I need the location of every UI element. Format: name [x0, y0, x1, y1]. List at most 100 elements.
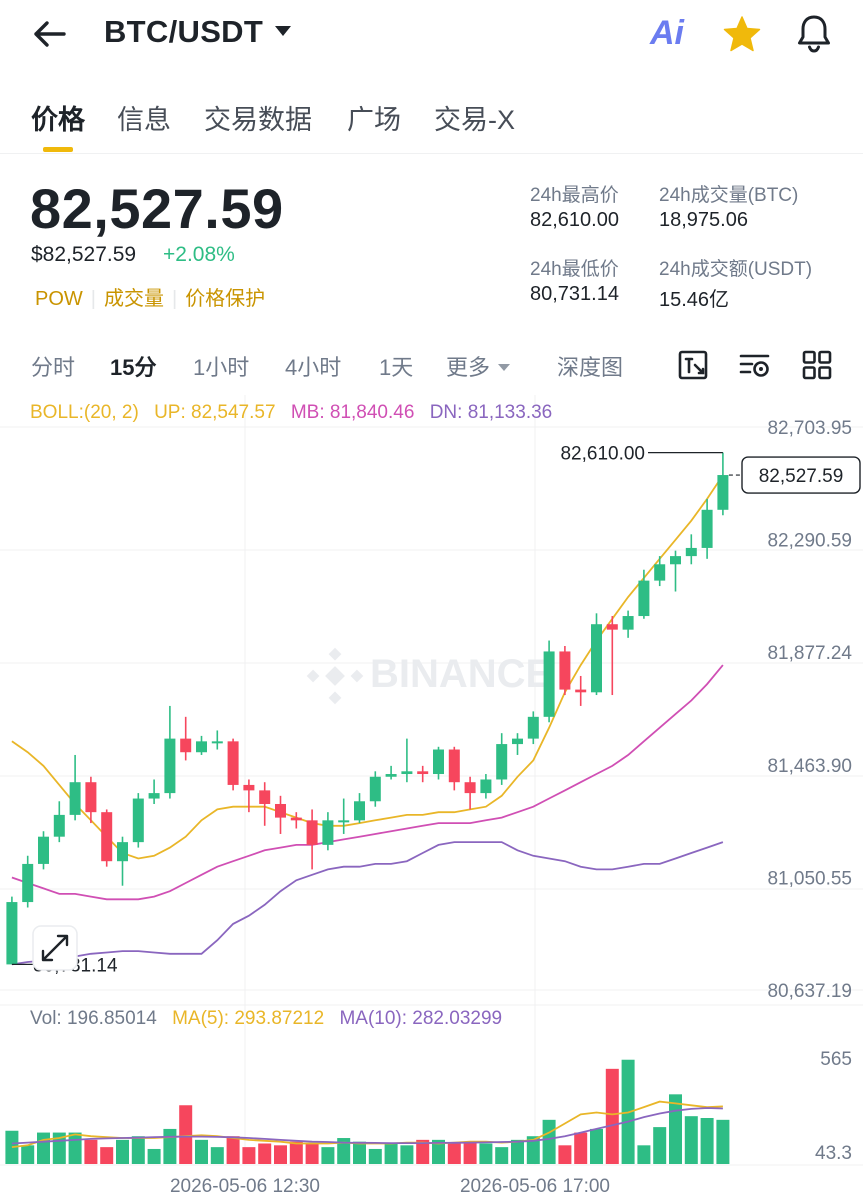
favorite-button[interactable] — [722, 14, 762, 54]
main-tabs: 价格 信息 交易数据 广场 交易-X — [0, 90, 863, 154]
candle-body — [448, 749, 460, 783]
y-axis-labels: 82,703.95 82,290.59 81,877.24 81,463.90 81,0… — [767, 418, 852, 1002]
volume-bar — [242, 1147, 256, 1164]
volume-bar — [684, 1116, 698, 1164]
tag-volume[interactable]: 成交量 — [103, 288, 164, 310]
volume-bar — [100, 1147, 114, 1164]
interval-1h[interactable]: 1小时 — [193, 355, 250, 380]
expand-chart-button[interactable] — [32, 925, 78, 971]
depth-chart-tab[interactable]: 深度图 — [557, 355, 624, 380]
y-tick-label: 81,050.55 — [767, 868, 852, 889]
interval-timeline[interactable]: 分时 — [31, 355, 76, 380]
interval-bar: 分时 15分 1小时 4小时 1天 更多 深度图 — [0, 340, 863, 390]
y-tick-label: 81,463.90 — [767, 756, 852, 777]
volume-bar — [21, 1145, 35, 1164]
volume-bar — [179, 1105, 193, 1164]
interval-more[interactable]: 更多 — [446, 350, 511, 382]
usd-price: $82,527.59 — [31, 243, 137, 266]
volume-value: Vol: 196.85014 — [30, 1008, 157, 1029]
interval-4h[interactable]: 4小时 — [285, 355, 342, 380]
volume-bar — [605, 1068, 619, 1164]
candle-body — [6, 902, 18, 965]
y-tick-label: 80,637.19 — [767, 981, 852, 1002]
pair-selector[interactable]: BTC/USDT — [104, 14, 292, 50]
price-change: +2.08% — [163, 243, 235, 266]
layout-grid-button[interactable] — [800, 348, 834, 382]
tab-trade-x[interactable]: 交易-X — [434, 105, 515, 135]
kline-chart[interactable]: BINANCE 82,703.95 82,290.59 81,877.24 81,46… — [0, 395, 863, 1200]
boll-dn-value: DN: 81,133.36 — [429, 402, 553, 423]
candle-body — [369, 776, 381, 802]
ma10-line — [11, 1107, 723, 1145]
stat-high-value: 82,610.00 — [530, 209, 619, 231]
candle-body — [164, 738, 176, 794]
volume-bar — [68, 1132, 82, 1164]
volume-bar — [653, 1127, 667, 1164]
volume-bar — [289, 1141, 303, 1164]
candle-body — [101, 812, 113, 862]
candle-body — [338, 820, 350, 823]
bell-icon — [798, 15, 830, 53]
candle-body — [701, 509, 713, 548]
tab-square[interactable]: 广场 — [347, 105, 401, 135]
y-tick-label: 81,877.24 — [767, 643, 852, 664]
tag-price-protection[interactable]: 价格保护 — [185, 288, 266, 310]
volume-bar — [384, 1143, 398, 1164]
x-tick-label: 2026-05-06 17:00 — [460, 1176, 610, 1197]
last-price-box — [741, 456, 861, 494]
candle-body — [512, 738, 523, 745]
pair-label: BTC/USDT — [104, 14, 264, 49]
candle-body — [306, 820, 318, 845]
stat-vol-btc-label: 24h成交量(BTC) — [659, 185, 799, 206]
candle-body — [385, 774, 397, 777]
candle-body — [543, 651, 555, 717]
tab-info[interactable]: 信息 — [117, 105, 171, 135]
candle-body — [654, 564, 666, 581]
volume-bar — [700, 1118, 714, 1164]
boll-mb-value: MB: 81,840.46 — [290, 402, 415, 423]
stat-high-label: 24h最高价 — [530, 185, 619, 206]
tab-price[interactable]: 价格 — [31, 105, 85, 135]
tab-trading-data[interactable]: 交易数据 — [204, 105, 312, 135]
volume-bars — [5, 1059, 730, 1164]
interval-15m[interactable]: 15分 — [110, 355, 157, 380]
volume-bar — [590, 1128, 603, 1164]
interval-1d[interactable]: 1天 — [379, 355, 414, 380]
stat-low-value: 80,731.14 — [530, 283, 619, 305]
tag-list: POW | 成交量 | 价格保护 — [35, 282, 273, 311]
volume-bar — [131, 1136, 145, 1164]
volume-bar — [210, 1147, 224, 1164]
boll-params: BOLL:(20, 2) — [30, 402, 139, 423]
candle-body — [575, 689, 587, 693]
ai-button[interactable]: Ai — [650, 14, 684, 52]
candle-body — [117, 842, 128, 862]
x-axis-labels: 2026-05-06 12:30 2026-05-06 17:00 — [170, 1176, 610, 1197]
volume-bar — [305, 1143, 319, 1164]
candle-body — [433, 749, 444, 775]
notification-button[interactable] — [794, 12, 834, 54]
last-price: 82,527.59 — [30, 177, 284, 240]
tag-pow[interactable]: POW — [35, 288, 83, 310]
candle-body — [685, 547, 697, 557]
volume-tick-label: 565 — [820, 1049, 852, 1070]
volume-bar — [274, 1145, 287, 1164]
back-button[interactable] — [28, 14, 72, 54]
candle-body — [227, 741, 239, 785]
candle-body — [638, 580, 650, 617]
candle-body — [22, 863, 34, 903]
back-arrow-icon — [34, 21, 66, 47]
candle-body — [38, 836, 49, 864]
volume-bar — [416, 1139, 430, 1164]
volume-legend: Vol: 196.85014 MA(5): 293.87212 MA(10): … — [30, 1008, 502, 1030]
candle-body — [132, 798, 144, 843]
candles — [6, 452, 729, 965]
candle-body — [417, 771, 429, 775]
volume-bar — [447, 1143, 461, 1164]
candle-body — [496, 744, 508, 780]
indicator-settings-button[interactable] — [738, 348, 772, 382]
tag-divider: | — [171, 288, 178, 310]
chart-style-button[interactable] — [676, 348, 710, 382]
caret-down-icon — [275, 25, 292, 36]
candle-body — [354, 801, 365, 821]
volume-bar — [400, 1145, 414, 1164]
